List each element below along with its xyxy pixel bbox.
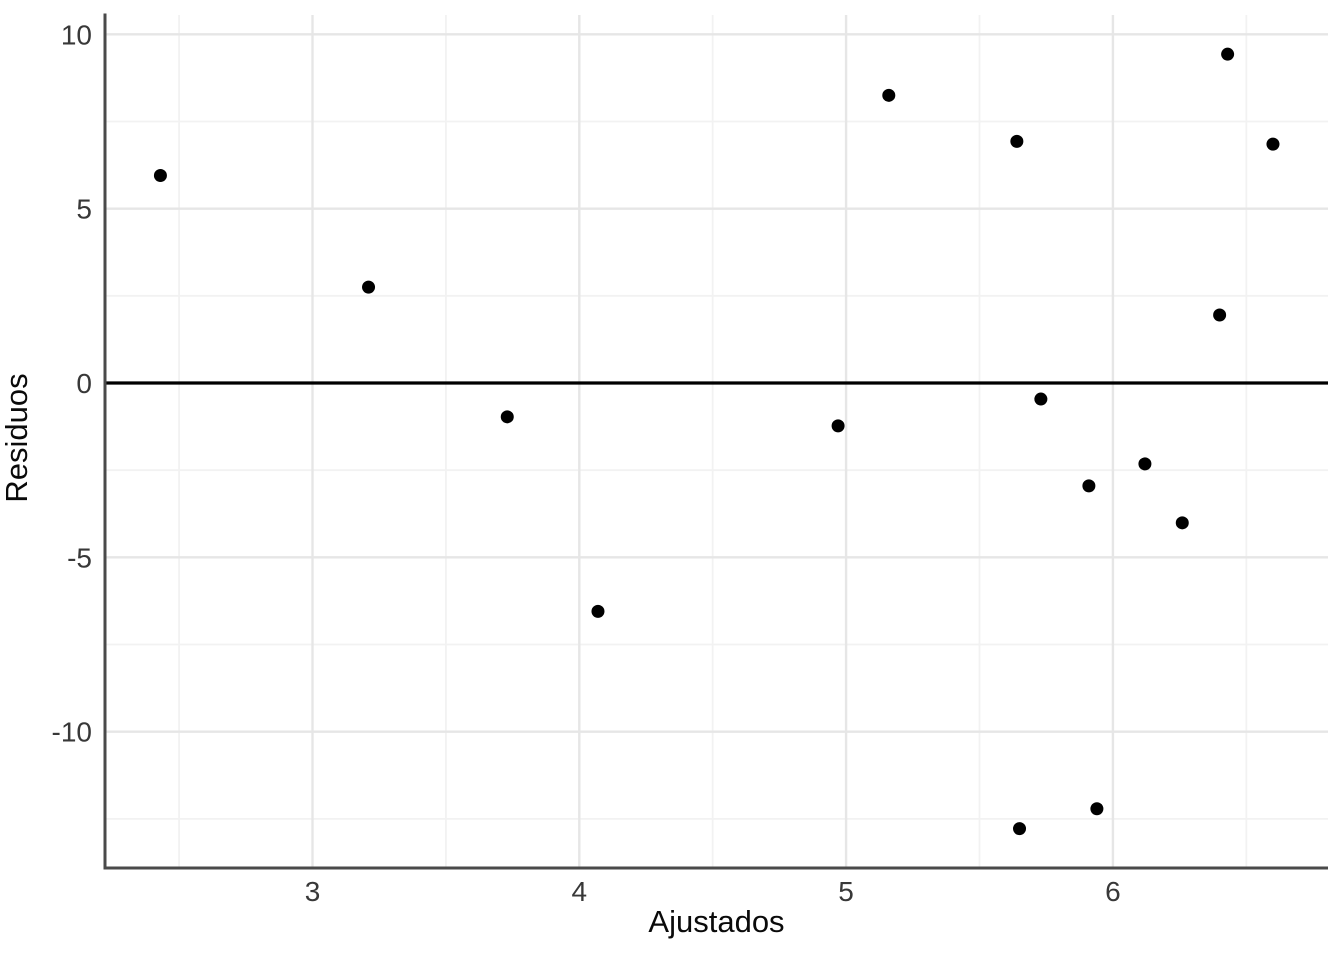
data-point	[1221, 47, 1235, 61]
data-point	[1175, 516, 1189, 530]
x-tick-labels: 3 4 5 6	[305, 876, 1121, 907]
data-point	[882, 88, 896, 102]
data-point	[1082, 479, 1096, 493]
y-tick-label: 10	[61, 19, 92, 50]
data-point	[153, 169, 167, 183]
y-tick-label: 0	[76, 368, 92, 399]
data-points-layer	[153, 47, 1280, 836]
minor-gridlines	[105, 15, 1328, 868]
data-point	[1010, 134, 1024, 148]
y-tick-label: -5	[67, 542, 92, 573]
data-point	[831, 419, 845, 433]
y-tick-label: 5	[76, 194, 92, 225]
data-point	[1090, 802, 1104, 816]
data-point	[1266, 137, 1280, 151]
y-axis-title: Residuos	[0, 373, 34, 502]
data-point	[1034, 392, 1048, 406]
data-point	[362, 280, 376, 294]
major-gridlines	[105, 15, 1328, 868]
x-tick-label: 4	[572, 876, 588, 907]
y-tick-labels: 10 5 0 -5 -10	[52, 19, 92, 747]
x-tick-label: 3	[305, 876, 321, 907]
data-point	[1213, 308, 1227, 322]
data-point	[500, 410, 514, 424]
data-point	[591, 604, 605, 618]
data-point	[1138, 457, 1152, 471]
data-point	[1013, 822, 1027, 836]
x-tick-label: 5	[838, 876, 854, 907]
y-tick-label: -10	[52, 717, 92, 748]
x-axis-title: Ajustados	[648, 904, 784, 939]
x-tick-label: 6	[1105, 876, 1121, 907]
